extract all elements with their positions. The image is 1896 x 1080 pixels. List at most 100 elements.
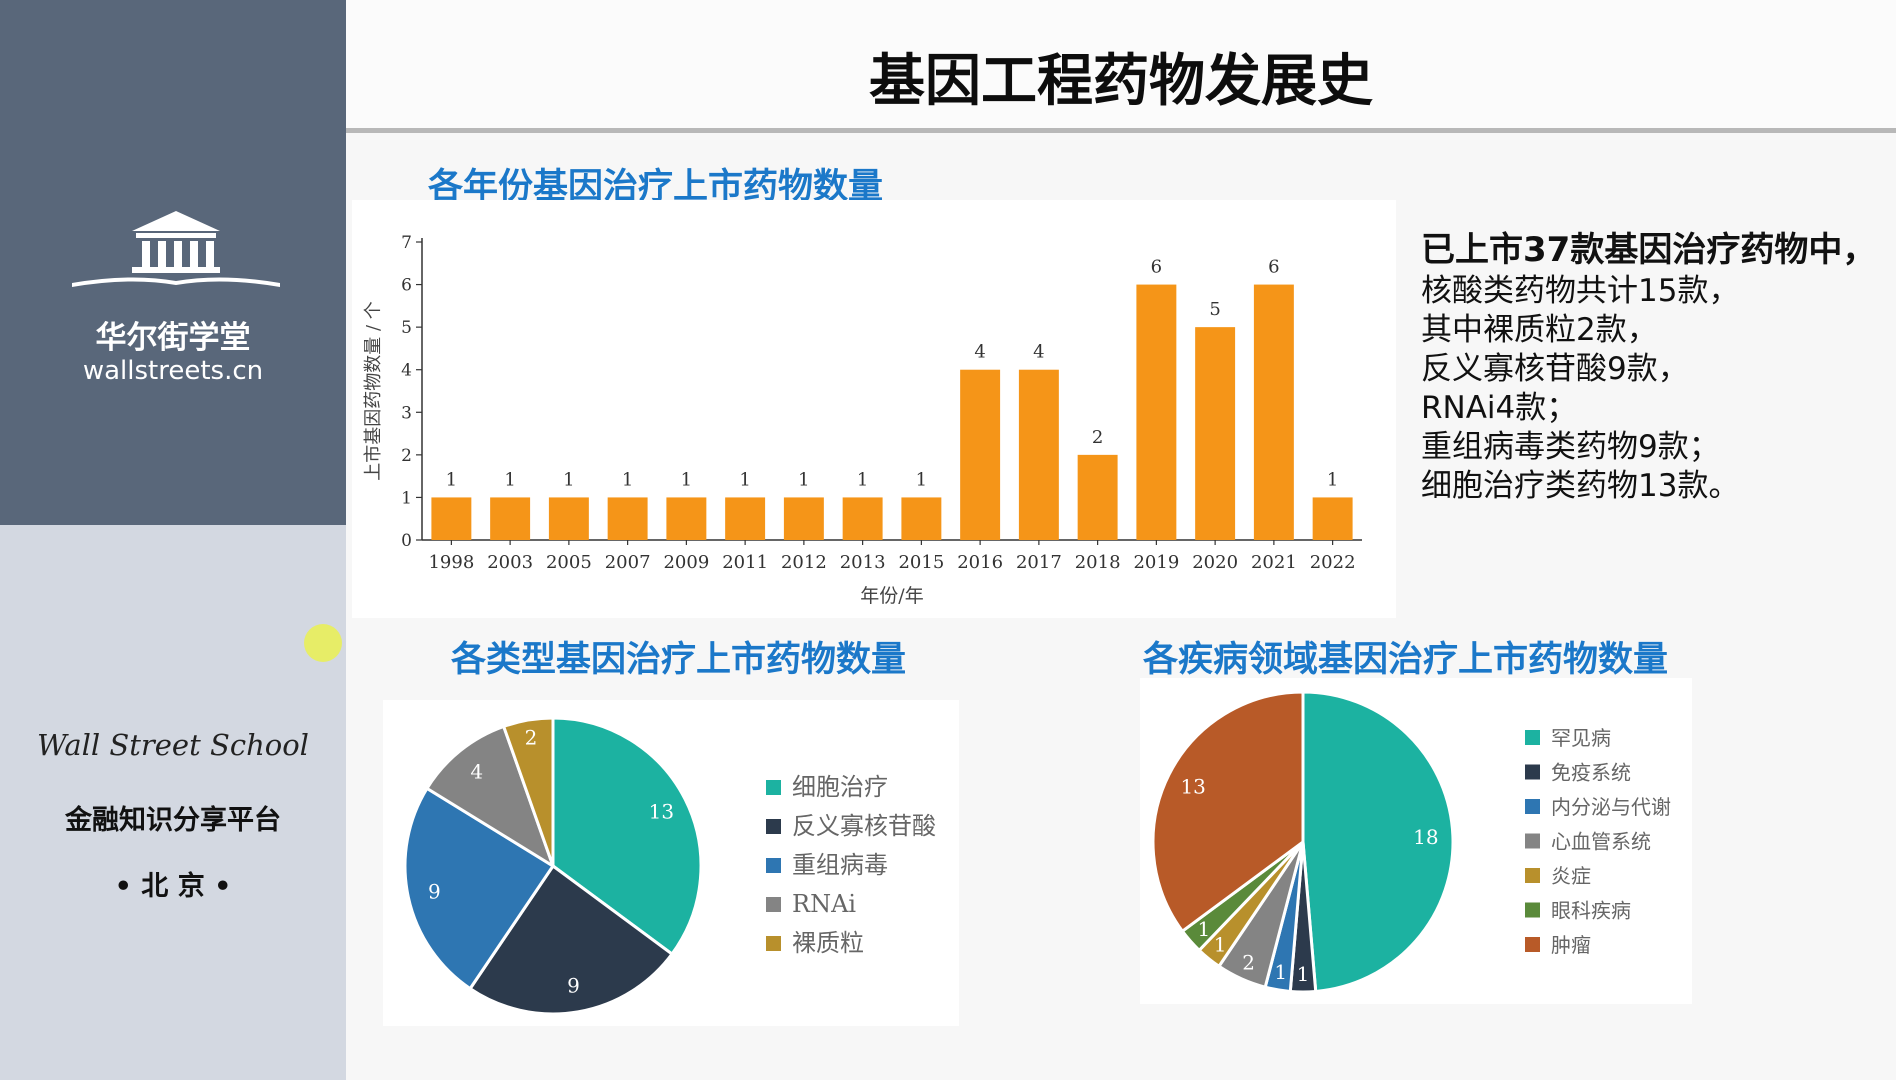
y-tick-label: 6 [401, 276, 412, 296]
pie-value-label: 1 [1198, 917, 1211, 941]
section-title-by-type: 各类型基因治疗上市药物数量 [451, 640, 907, 680]
x-tick-label: 2013 [840, 552, 886, 573]
section-title-by-disease: 各疾病领域基因治疗上市药物数量 [1143, 640, 1669, 680]
legend-label: 重组病毒 [792, 851, 888, 879]
x-tick-label: 2021 [1251, 552, 1297, 573]
bar-value-label: 6 [1151, 257, 1162, 278]
x-tick-label: 1998 [428, 552, 474, 573]
bar [431, 497, 472, 540]
laser-pointer-dot [304, 624, 342, 662]
pie-value-label: 1 [1297, 962, 1310, 986]
y-axis-title: 上市基因药物数量 / 个 [363, 301, 384, 481]
school-city: • 北 京 • [114, 871, 232, 902]
summary-line: 其中裸质粒2款， [1421, 312, 1658, 348]
school-slogan: 金融知识分享平台 [65, 805, 281, 836]
bar [901, 497, 942, 540]
bar-chart-panel: 0 1 2 3 4 5 6 7 1 1998 1 2003 1 2005 1 2007 1 2009 1 2011 1 2… [352, 200, 1396, 618]
type-pie-panel: 13 9 9 4 2 细胞治疗 反义寡核苷酸 重组病毒 RNAi 裸质粒 [383, 700, 959, 1026]
bar-value-label: 1 [563, 469, 574, 490]
bar-value-label: 1 [916, 469, 927, 490]
legend-label: 裸质粒 [792, 929, 864, 957]
bar [607, 497, 648, 540]
legend-swatch [766, 858, 781, 873]
legend-swatch [766, 936, 781, 951]
summary-line: RNAi4款； [1421, 390, 1578, 426]
pie-slice [501, 716, 555, 867]
x-tick-label: 2019 [1133, 552, 1179, 573]
bar-value-label: 6 [1268, 257, 1279, 278]
disease-pie-panel: 18 1 1 2 1 1 13 罕见病 免疫系统 内分泌与代谢 心血管系统 炎症 眼科疾病 肿瘤 [1140, 678, 1692, 1004]
bar [725, 497, 766, 540]
pie-slice [424, 724, 556, 870]
pie-value-label: 2 [525, 726, 538, 750]
x-tick-label: 2007 [605, 552, 651, 573]
x-tick-label: 2017 [1016, 552, 1062, 573]
pie-value-label: 18 [1413, 825, 1438, 849]
bar [783, 497, 824, 540]
y-tick-label: 1 [401, 488, 412, 508]
title-divider [346, 128, 1896, 133]
pie-value-label: 13 [649, 799, 674, 823]
legend-label: 肿瘤 [1551, 933, 1591, 957]
sidebar-bottom [0, 525, 346, 1080]
y-tick-label: 2 [401, 446, 412, 466]
bar [666, 497, 707, 540]
y-tick-label: 5 [401, 318, 412, 338]
x-tick-label: 2012 [781, 552, 827, 573]
pie-value-label: 1 [1274, 960, 1287, 984]
x-tick-label: 2018 [1075, 552, 1121, 573]
institution-building-icon [72, 211, 280, 287]
legend-swatch [1525, 799, 1540, 814]
legend-swatch [766, 897, 781, 912]
bar-value-label: 1 [739, 469, 750, 490]
pie-value-label: 1 [1214, 933, 1227, 957]
y-tick-label: 0 [401, 531, 412, 551]
sidebar-top [0, 0, 346, 525]
pie-value-label: 13 [1180, 775, 1205, 799]
pie-value-label: 4 [470, 760, 483, 784]
page-title: 基因工程药物发展史 [869, 49, 1373, 114]
pie-value-label: 2 [1242, 950, 1255, 974]
bar [1253, 284, 1294, 540]
brand-name: 华尔街学堂 [95, 320, 251, 356]
pie-slice [1301, 690, 1455, 994]
brand-url: wallstreets.cn [82, 356, 264, 386]
bar-value-label: 1 [622, 469, 633, 490]
pie-slice [551, 716, 703, 957]
bar [960, 369, 1001, 540]
school-name: Wall Street School [37, 728, 309, 762]
legend-label: RNAi [792, 890, 856, 918]
x-tick-label: 2015 [898, 552, 944, 573]
legend-swatch [1525, 730, 1540, 745]
bar-value-label: 5 [1209, 299, 1220, 320]
pie-slice [403, 786, 556, 991]
bar [1195, 327, 1236, 540]
pie-slice [468, 863, 675, 1016]
summary-head: 已上市37款基因治疗药物中， [1421, 230, 1877, 270]
pie-slice [1151, 690, 1305, 934]
legend-swatch [1525, 833, 1540, 849]
pie-value-label: 9 [567, 974, 580, 998]
summary-line: 核酸类药物共计15款， [1421, 273, 1740, 309]
title-area [346, 0, 1896, 128]
legend-label: 内分泌与代谢 [1551, 795, 1671, 819]
x-tick-label: 2011 [722, 552, 768, 573]
x-tick-label: 2005 [546, 552, 592, 573]
legend-swatch [766, 819, 781, 834]
legend-swatch [1525, 937, 1540, 952]
summary-line: 重组病毒类药物9款； [1421, 429, 1720, 465]
bar-value-label: 2 [1092, 427, 1103, 448]
bar-value-label: 1 [446, 469, 457, 490]
bar [842, 497, 883, 540]
bar-value-label: 1 [857, 469, 868, 490]
legend-label: 细胞治疗 [792, 773, 888, 801]
legend-label: 反义寡核苷酸 [792, 812, 936, 840]
x-tick-label: 2016 [957, 552, 1003, 573]
x-tick-label: 2022 [1310, 552, 1356, 573]
bar [548, 497, 589, 540]
y-tick-label: 7 [401, 233, 412, 253]
legend-label: 眼科疾病 [1551, 899, 1631, 923]
